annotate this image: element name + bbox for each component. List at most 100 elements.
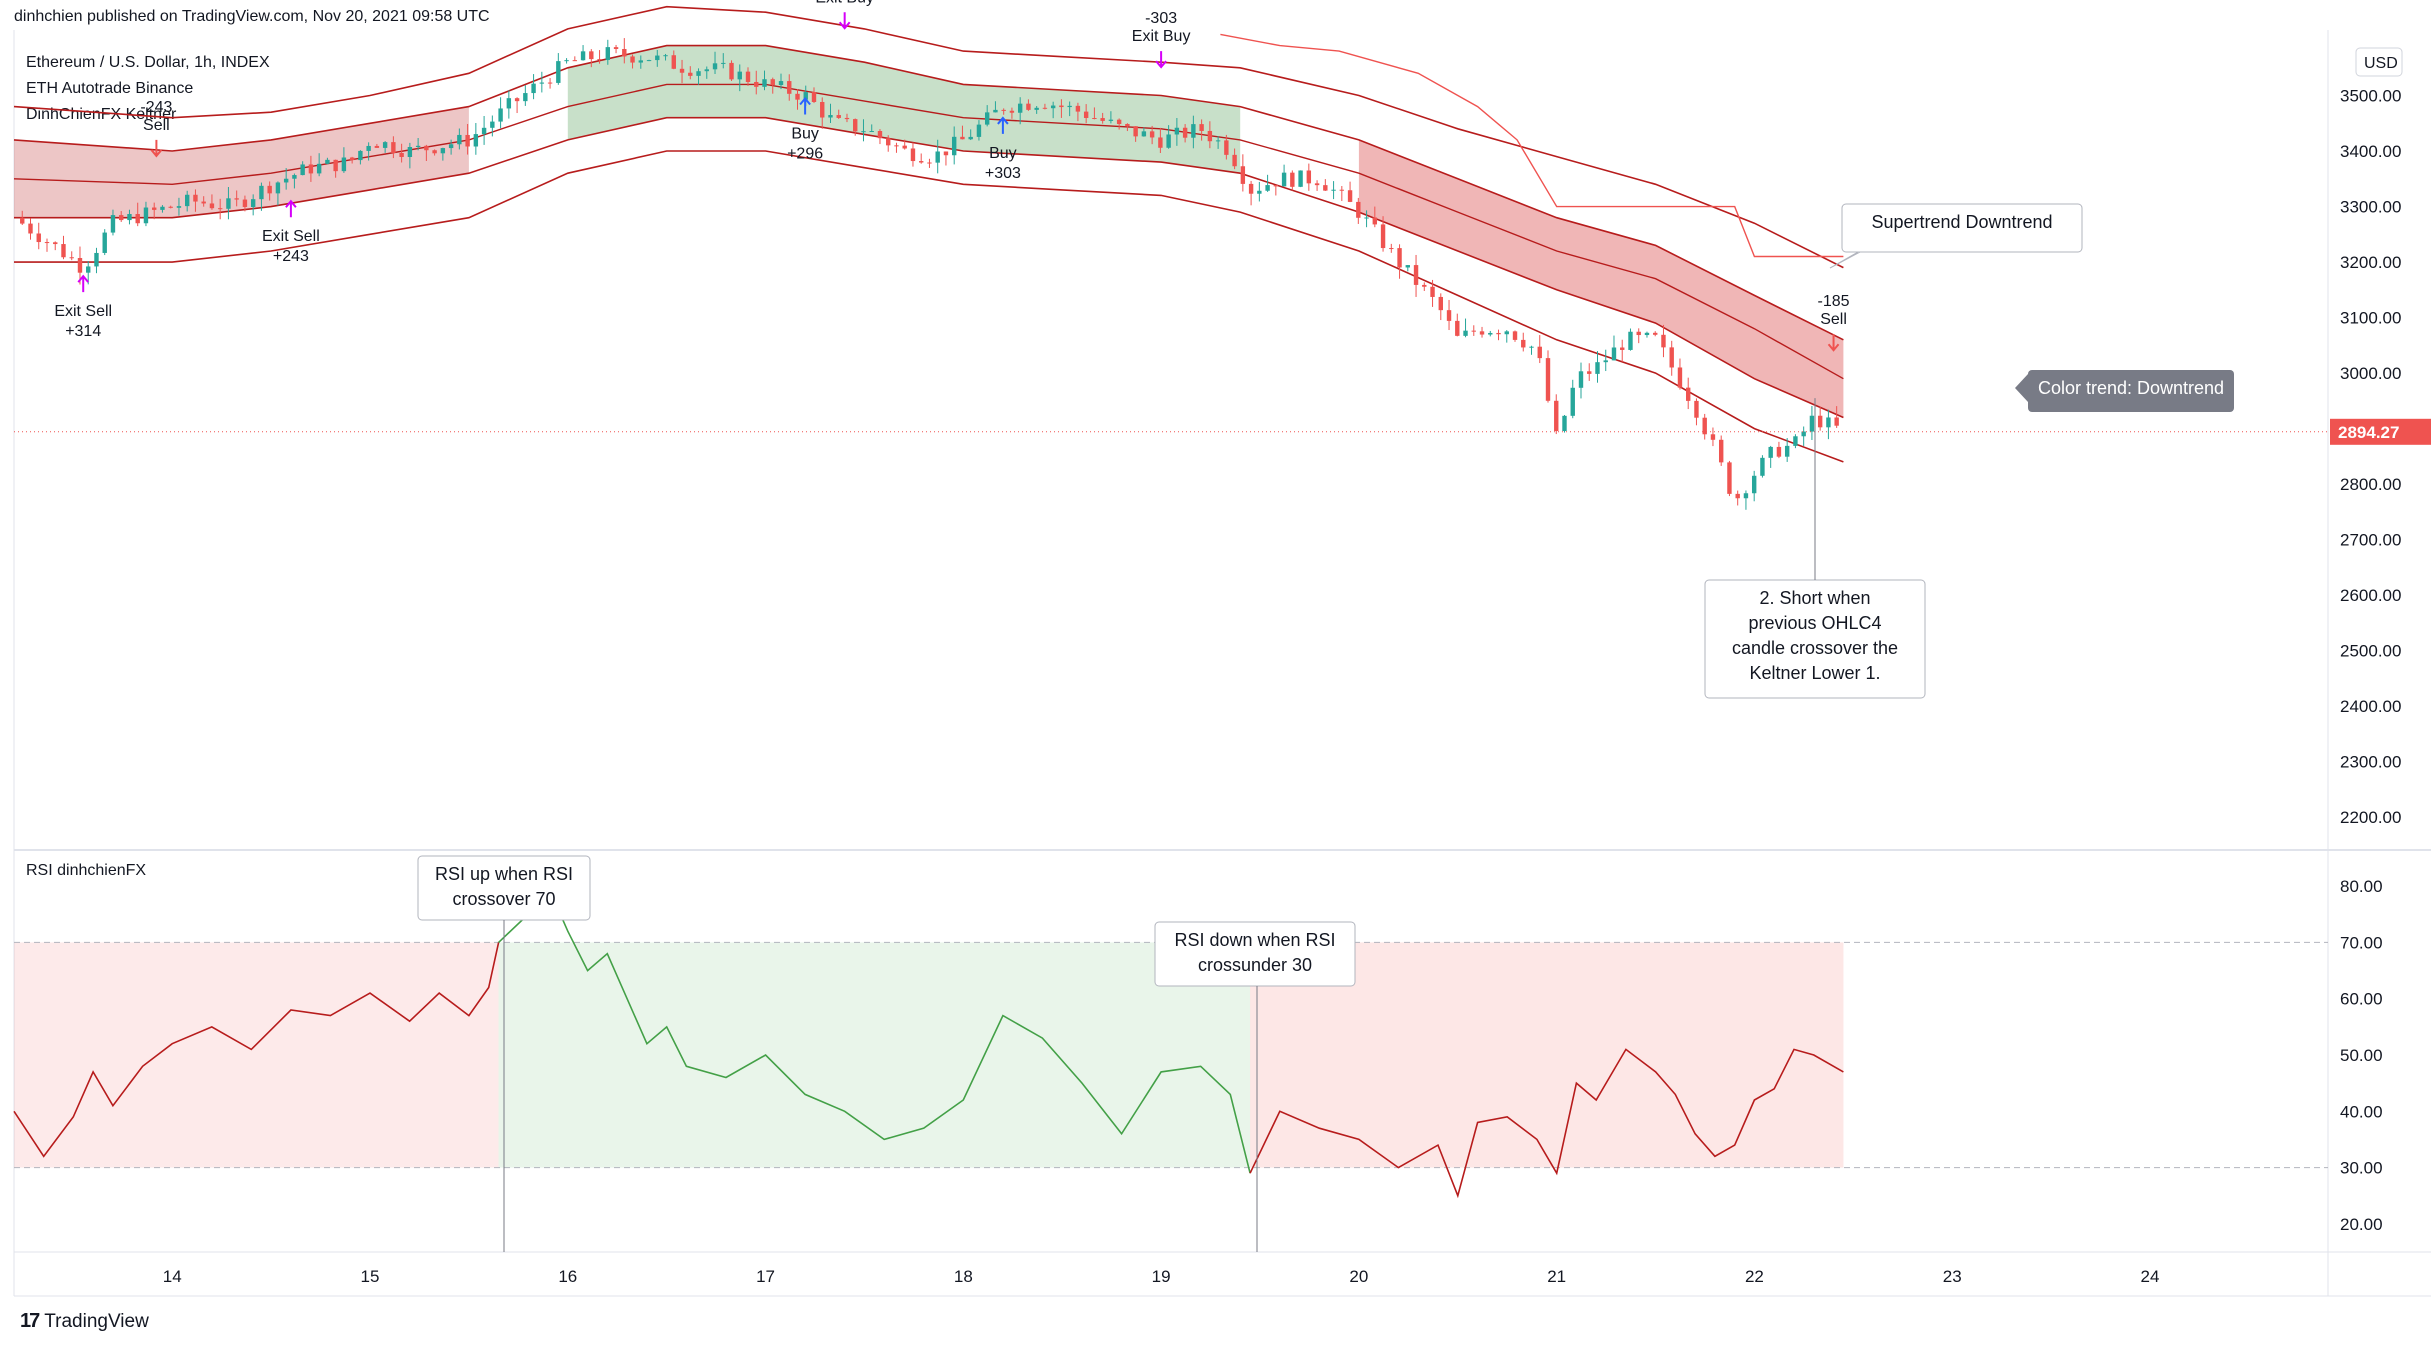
rsi-up-callout-text: crossover 70 [452, 889, 555, 909]
signal-label: Buy [791, 126, 819, 143]
candle-body [143, 207, 149, 224]
candle-body [1793, 436, 1798, 446]
keltner-lower1-line [14, 116, 1844, 419]
time-tick-label: 22 [1745, 1267, 1764, 1286]
candle-body [61, 244, 66, 258]
candle-body [1199, 124, 1204, 131]
candle-body [795, 93, 800, 100]
candle-body [514, 98, 520, 102]
candle-body [20, 217, 25, 224]
candle-body [1496, 332, 1501, 335]
time-tick-label: 18 [954, 1267, 973, 1286]
candle-body [94, 252, 99, 267]
candle-body [152, 207, 157, 210]
candle-body [275, 182, 281, 194]
short-rule-callout-text: previous OHLC4 [1748, 613, 1881, 633]
candle-body [259, 185, 264, 200]
candle-body [1463, 330, 1468, 336]
short-rule-callout-text: candle crossover the [1732, 638, 1898, 658]
candle-body [1166, 134, 1171, 148]
candle-body [209, 203, 215, 209]
candle-body [1587, 371, 1592, 374]
signal-arrow-up-icon [285, 199, 297, 218]
candle-body [943, 151, 949, 156]
candle-body [778, 81, 784, 86]
candle-body [1116, 119, 1122, 125]
candle-body [1636, 331, 1641, 336]
candle-body [308, 164, 314, 174]
candle-body [1240, 166, 1246, 184]
price-tick-label: 3500.00 [2340, 87, 2401, 106]
time-tick-label: 23 [1943, 1267, 1962, 1286]
candle-body [415, 145, 421, 147]
candle-body [1545, 358, 1551, 401]
candle-body [1306, 170, 1312, 184]
legend-symbol[interactable]: Ethereum / U.S. Dollar, 1h, INDEX [26, 54, 270, 71]
rsi-tick-label: 70.00 [2340, 933, 2383, 952]
candle-body [1801, 431, 1806, 437]
candle-body [292, 175, 297, 179]
candle-body [1050, 105, 1056, 109]
candle-body [465, 134, 470, 147]
price-tick-label: 3200.00 [2340, 253, 2401, 272]
color-trend-callout-box [2028, 370, 2234, 412]
candle-body [539, 82, 545, 84]
rsi-tick-label: 40.00 [2340, 1102, 2383, 1121]
time-tick-label: 24 [2141, 1267, 2160, 1286]
candle-body [1356, 201, 1361, 218]
candle-body [226, 198, 231, 209]
candle-body [1653, 332, 1658, 335]
supertrend-callout-box [1841, 203, 2083, 253]
candle-body [44, 242, 50, 244]
candle-body [316, 163, 322, 174]
candle-body [234, 198, 239, 200]
candle-body [894, 145, 899, 147]
legend-strategy[interactable]: ETH Autotrade Binance [26, 80, 194, 97]
candle-body [399, 153, 404, 157]
candle-body [1331, 189, 1336, 191]
candle-body [844, 117, 850, 120]
candle-body [1784, 445, 1790, 457]
candle-body [457, 134, 462, 145]
candle-body [1603, 360, 1608, 363]
candle-body [737, 71, 742, 80]
candle-body [960, 136, 965, 140]
candle-body [1677, 367, 1683, 388]
candle-body [1834, 417, 1839, 426]
rsi-down-callout-box [1154, 921, 1356, 987]
keltner-band-fill [1358, 139, 1844, 418]
candle-body [1224, 140, 1229, 155]
candle-body [1768, 446, 1773, 458]
candle-body [1257, 190, 1262, 194]
candle-body [1125, 124, 1130, 127]
keltner-upper2-line [13, 5, 1844, 269]
candle-body [1611, 347, 1617, 361]
candle-body [1174, 127, 1180, 135]
candle-body [473, 134, 479, 147]
legend-rsi[interactable]: RSI dinhchienFX [26, 862, 147, 879]
candle-body [1108, 119, 1114, 121]
candle-body [1083, 111, 1089, 118]
rsi-tick-label: 20.00 [2340, 1215, 2383, 1234]
candle-body [1817, 415, 1823, 428]
candle-body [498, 108, 503, 122]
candle-body [110, 215, 116, 233]
candle-body [1455, 320, 1460, 336]
candle-body [597, 59, 602, 61]
candle-body [1488, 332, 1493, 335]
candle-body [630, 56, 635, 63]
candle-body [968, 136, 973, 140]
candle-body [531, 83, 536, 94]
candle-body [1578, 371, 1584, 388]
candle-body [366, 145, 371, 151]
time-tick-label: 17 [756, 1267, 775, 1286]
candle-body [572, 60, 578, 62]
candle-body [1232, 154, 1237, 167]
candle-body [523, 93, 528, 102]
candle-body [127, 214, 132, 221]
time-tick-label: 20 [1349, 1267, 1368, 1286]
candle-body [193, 194, 198, 202]
candle-body [1669, 347, 1674, 368]
candle-body [1702, 417, 1707, 435]
